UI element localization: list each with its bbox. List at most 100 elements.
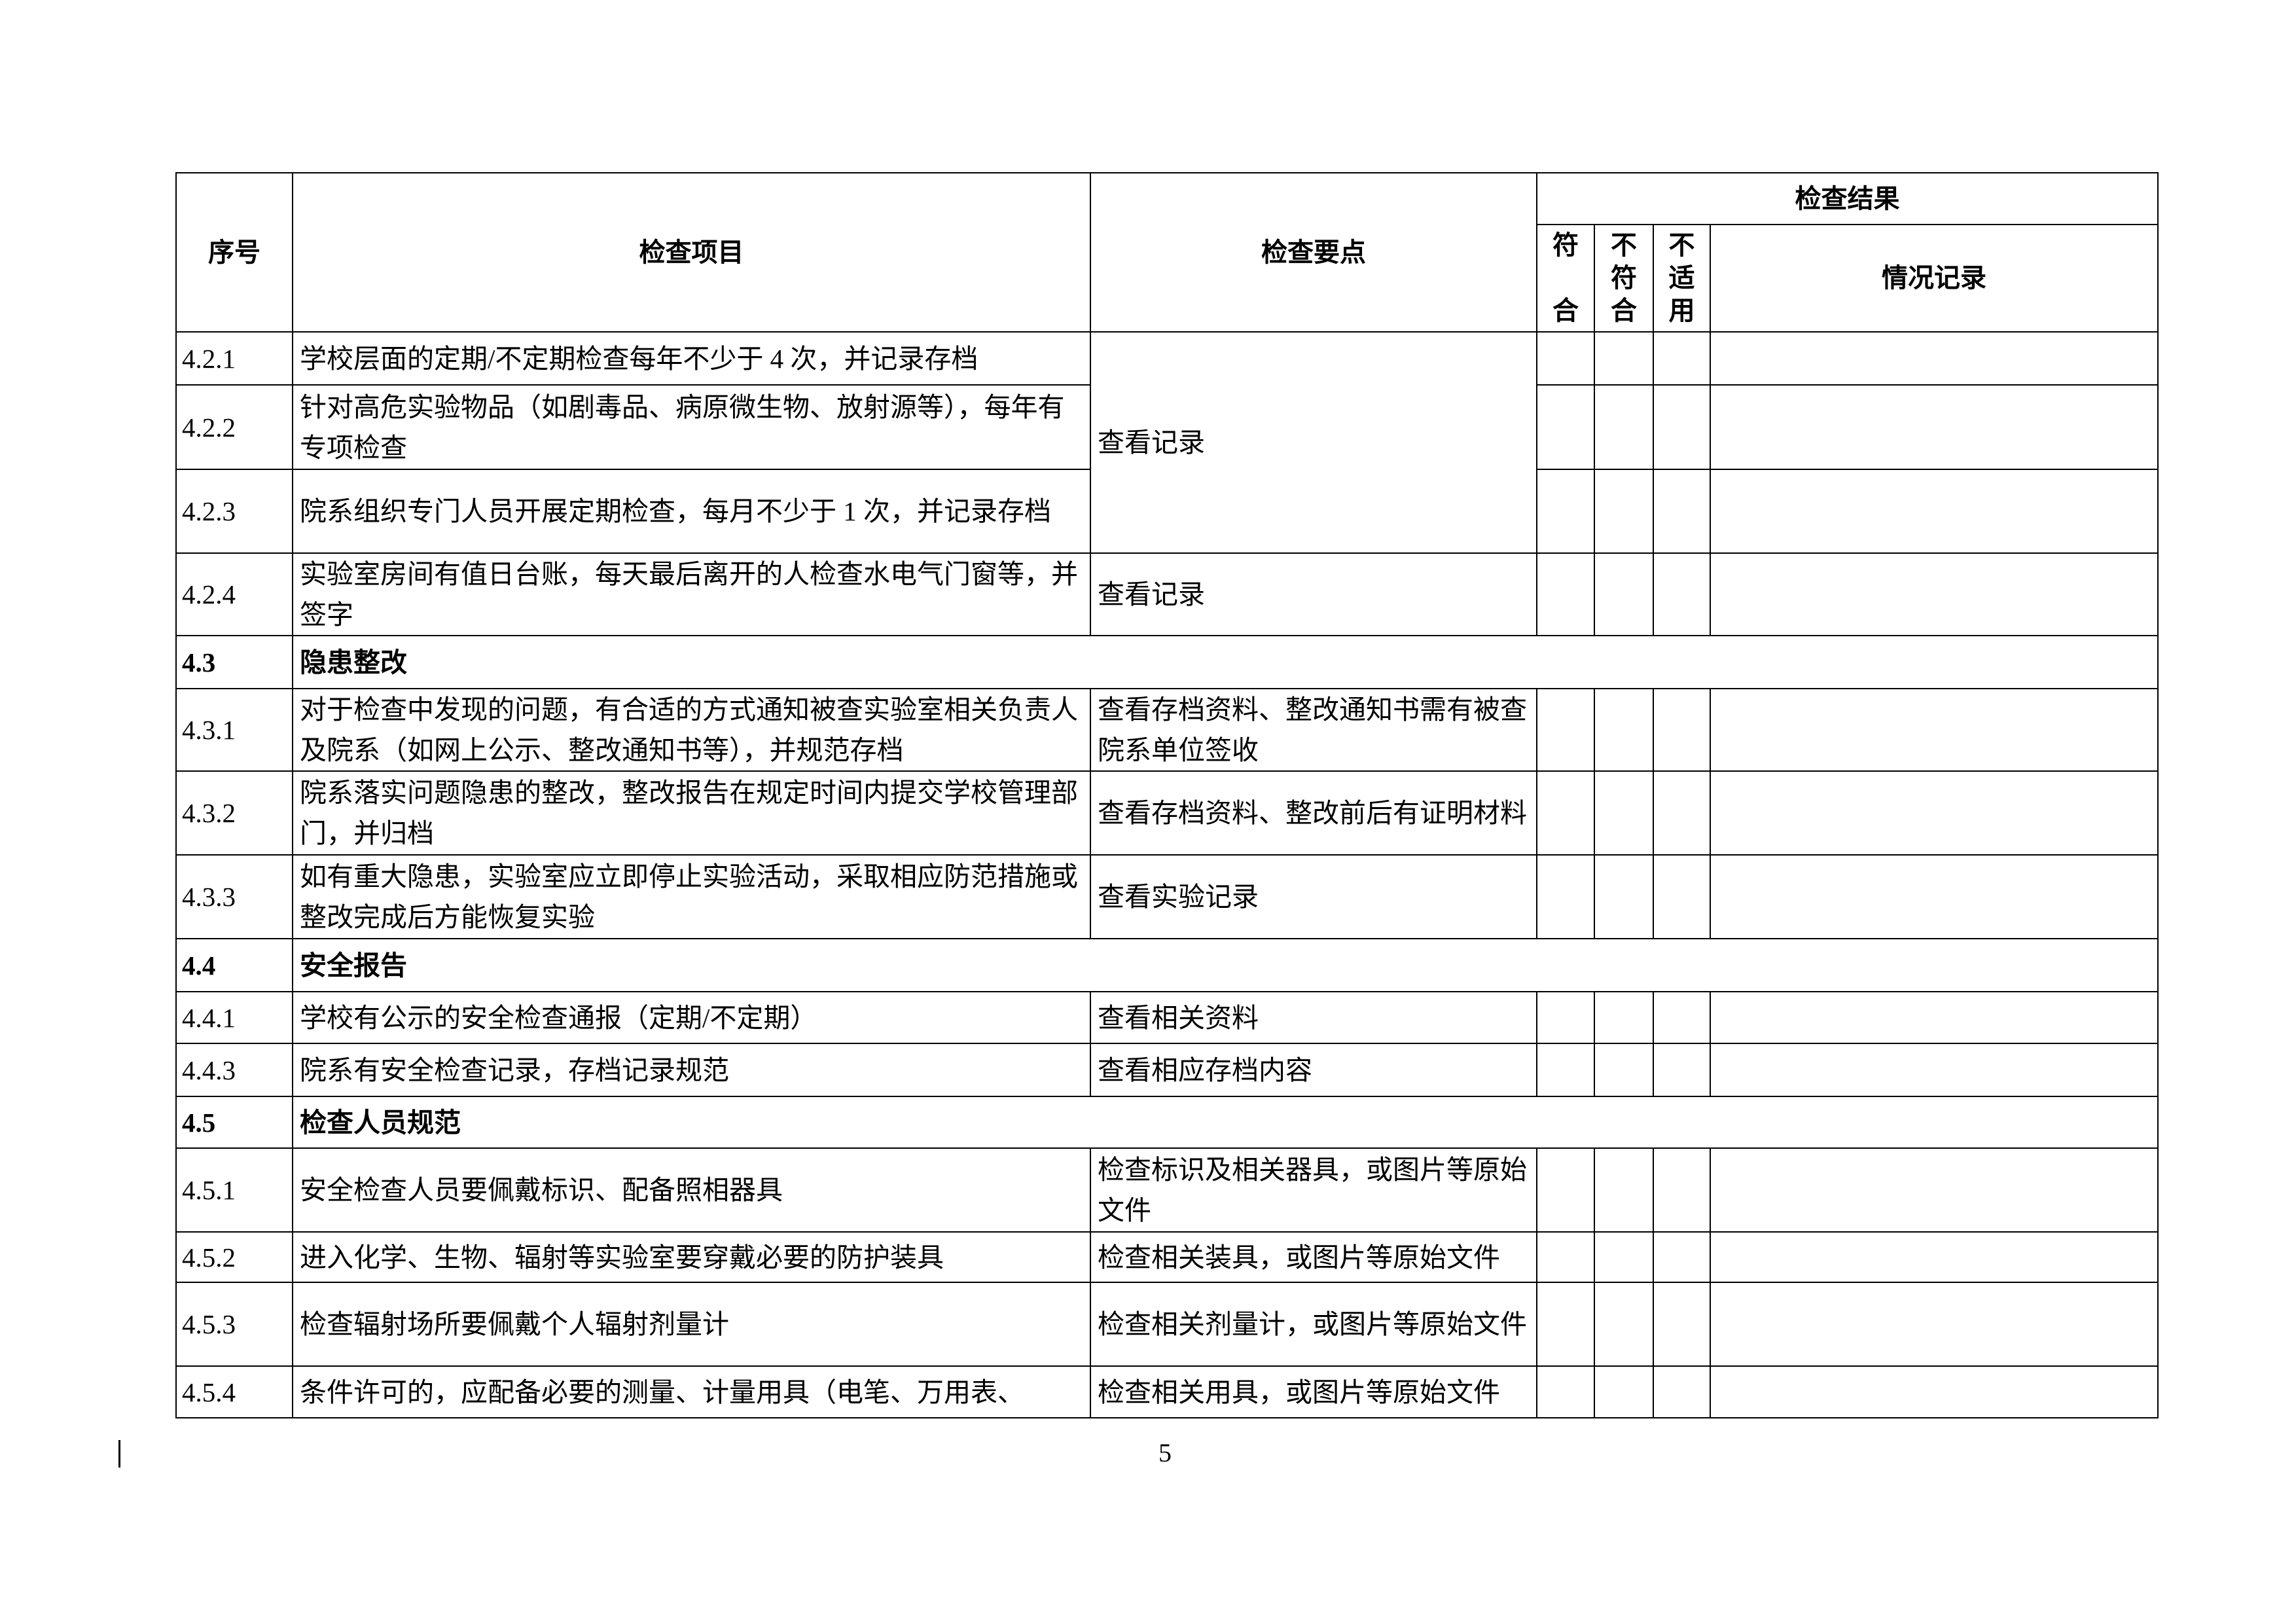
header-conform-label: 符 合 [1552,230,1579,326]
result-conform-cell[interactable] [1536,552,1595,636]
result-nonconform-cell[interactable] [1594,1043,1654,1097]
section-row: 4.4 安全报告 [175,938,2159,992]
result-conform-cell[interactable] [1536,1282,1595,1367]
row-code: 4.2.1 [175,331,293,386]
result-nonconform-cell[interactable] [1594,469,1654,554]
section-title: 隐患整改 [292,635,2159,689]
result-nonconform-cell[interactable] [1594,1282,1654,1367]
result-record-cell[interactable] [1710,331,2159,386]
result-conform-cell[interactable] [1536,331,1595,386]
result-na-cell[interactable] [1653,552,1711,636]
result-na-cell[interactable] [1653,331,1711,386]
check-item: 院系有安全检查记录，存档记录规范 [292,1043,1091,1097]
margin-change-bar [118,1440,120,1468]
result-record-cell[interactable] [1710,1043,2159,1097]
result-record-cell[interactable] [1710,1231,2159,1283]
result-record-cell[interactable] [1710,384,2159,470]
header-conform: 符 合 [1536,224,1595,333]
header-record: 情况记录 [1710,224,2159,333]
result-na-cell[interactable] [1653,469,1711,554]
page-number: 5 [1158,1438,1172,1468]
table-row: 4.2.1 学校层面的定期/不定期检查每年不少于 4 次，并记录存档 查看记录 [175,331,2159,554]
result-conform-cell[interactable] [1536,770,1595,856]
table-row: 4.3.3 如有重大隐患，实验室应立即停止实验活动，采取相应防范措施或整改完成后方… [175,854,2159,939]
row-code: 4.3.1 [175,688,293,772]
check-points: 检查相关剂量计，或图片等原始文件 [1090,1282,1537,1367]
row-code: 4.3.3 [175,854,293,939]
table-row: 4.2.4 实验室房间有值日台账，每天最后离开的人检查水电气门窗等，并签字 查看记录 [175,552,2159,636]
result-record-cell[interactable] [1710,688,2159,772]
check-points: 查看记录 [1090,331,1537,554]
header-result-group: 检查结果 [1536,172,2159,225]
result-record-cell[interactable] [1710,1365,2159,1418]
result-conform-cell[interactable] [1536,1147,1595,1233]
result-na-cell[interactable] [1653,1365,1711,1418]
result-nonconform-cell[interactable] [1594,384,1654,470]
result-na-cell[interactable] [1653,1282,1711,1367]
header-seq: 序号 [175,172,293,333]
result-record-cell[interactable] [1710,1282,2159,1367]
result-record-cell[interactable] [1710,552,2159,636]
result-na-cell[interactable] [1653,854,1711,939]
result-na-cell[interactable] [1653,384,1711,470]
result-nonconform-cell[interactable] [1594,991,1654,1044]
section-title: 安全报告 [292,938,2159,992]
result-conform-cell[interactable] [1536,991,1595,1044]
result-na-cell[interactable] [1653,688,1711,772]
result-nonconform-cell[interactable] [1594,1147,1654,1233]
result-na-cell[interactable] [1653,770,1711,856]
result-conform-cell[interactable] [1536,1231,1595,1283]
table-row: 4.5.4 条件许可的，应配备必要的测量、计量用具（电笔、万用表、 检查相关用具，或… [175,1365,2159,1418]
result-nonconform-cell[interactable] [1594,854,1654,939]
result-na-cell[interactable] [1653,991,1711,1044]
row-code: 4.5.3 [175,1282,293,1367]
row-code: 4.5.4 [175,1365,293,1418]
inspection-table: 序号 检查项目 检查要点 检查结果 符 合 不 符 合 不 适 用 情况记录 4… [175,172,2159,1418]
result-nonconform-cell[interactable] [1594,1231,1654,1283]
header-nonconform: 不 符 合 [1594,224,1654,333]
table-row: 4.2.2 针对高危实验物品（如剧毒品、病原微生物、放射源等），每年有专项检查 [175,384,2159,470]
result-na-cell[interactable] [1653,1147,1711,1233]
check-item: 进入化学、生物、辐射等实验室要穿戴必要的防护装具 [292,1231,1091,1283]
check-item: 安全检查人员要佩戴标识、配备照相器具 [292,1147,1091,1233]
result-conform-cell[interactable] [1536,854,1595,939]
section-row: 4.3 隐患整改 [175,635,2159,689]
table-row: 4.3.1 对于检查中发现的问题，有合适的方式通知被查实验室相关负责人及院系（如网… [175,688,2159,772]
row-code: 4.5 [175,1096,293,1149]
row-code: 4.4.3 [175,1043,293,1097]
check-item: 如有重大隐患，实验室应立即停止实验活动，采取相应防范措施或整改完成后方能恢复实验 [292,854,1091,939]
result-na-cell[interactable] [1653,1043,1711,1097]
result-record-cell[interactable] [1710,991,2159,1044]
check-points: 查看记录 [1090,552,1537,636]
table-row: 4.4.1 学校有公示的安全检查通报（定期/不定期） 查看相关资料 [175,991,2159,1044]
check-points: 检查相关用具，或图片等原始文件 [1090,1365,1537,1418]
result-conform-cell[interactable] [1536,469,1595,554]
check-points: 查看存档资料、整改前后有证明材料 [1090,770,1537,856]
table-row: 4.5.1 安全检查人员要佩戴标识、配备照相器具 检查标识及相关器具，或图片等原始文… [175,1147,2159,1233]
result-conform-cell[interactable] [1536,384,1595,470]
result-record-cell[interactable] [1710,854,2159,939]
row-code: 4.3 [175,635,293,689]
result-record-cell[interactable] [1710,770,2159,856]
header-na: 不 适 用 [1653,224,1711,333]
result-nonconform-cell[interactable] [1594,688,1654,772]
section-row: 4.5 检查人员规范 [175,1096,2159,1149]
result-record-cell[interactable] [1710,1147,2159,1233]
result-na-cell[interactable] [1653,1231,1711,1283]
result-conform-cell[interactable] [1536,1043,1595,1097]
result-nonconform-cell[interactable] [1594,1365,1654,1418]
result-conform-cell[interactable] [1536,1365,1595,1418]
check-points: 检查相关装具，或图片等原始文件 [1090,1231,1537,1283]
check-item: 针对高危实验物品（如剧毒品、病原微生物、放射源等），每年有专项检查 [292,384,1091,470]
result-record-cell[interactable] [1710,469,2159,554]
check-points: 查看相关资料 [1090,991,1537,1044]
result-nonconform-cell[interactable] [1594,552,1654,636]
result-nonconform-cell[interactable] [1594,770,1654,856]
row-code: 4.3.2 [175,770,293,856]
result-conform-cell[interactable] [1536,688,1595,772]
row-code: 4.2.4 [175,552,293,636]
table-row: 4.3.2 院系落实问题隐患的整改，整改报告在规定时间内提交学校管理部门，并归档查… [175,770,2159,856]
result-nonconform-cell[interactable] [1594,331,1654,386]
table-row: 4.5.3 检查辐射场所要佩戴个人辐射剂量计 检查相关剂量计，或图片等原始文件 [175,1282,2159,1367]
row-code: 4.4.1 [175,991,293,1044]
